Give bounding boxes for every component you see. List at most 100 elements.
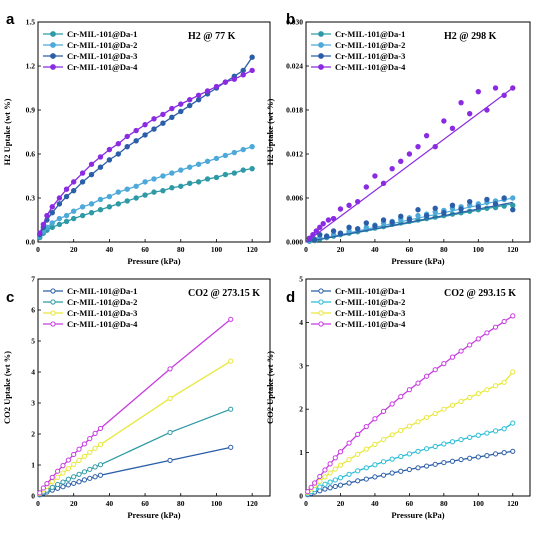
data-point xyxy=(492,428,499,434)
legend: Cr-MIL-101@Da-1Cr-MIL-101@Da-2Cr-MIL-101… xyxy=(311,286,406,329)
data-point xyxy=(458,99,464,106)
legend: Cr-MIL-101@Da-1Cr-MIL-101@Da-2Cr-MIL-101… xyxy=(311,29,406,72)
series-1 xyxy=(305,448,516,498)
x-tick-label: 100 xyxy=(211,499,223,508)
data-point xyxy=(79,170,86,176)
y-tick-label: 6 xyxy=(31,306,35,315)
data-point xyxy=(441,459,447,466)
data-point xyxy=(415,207,421,213)
data-point xyxy=(406,423,412,429)
data-point xyxy=(415,143,421,150)
data-point xyxy=(160,111,166,118)
data-point xyxy=(313,228,320,234)
x-axis-title: Pressure (kPa) xyxy=(391,256,444,266)
data-point xyxy=(204,158,211,165)
data-point xyxy=(115,189,122,195)
x-tick-label: 40 xyxy=(106,245,114,254)
legend-label: Cr-MIL-101@Da-2 xyxy=(335,297,405,307)
data-point xyxy=(380,459,387,465)
data-point xyxy=(332,483,338,490)
data-point xyxy=(228,444,234,450)
data-point xyxy=(441,441,447,447)
data-point xyxy=(63,186,70,192)
y-tick-label: 5 xyxy=(31,337,35,346)
y-tick-label: 0 xyxy=(299,492,303,501)
data-point xyxy=(346,440,352,446)
y-tick-label: 4 xyxy=(299,318,303,327)
data-point xyxy=(151,189,157,195)
x-tick-label: 80 xyxy=(177,499,185,508)
data-point xyxy=(186,164,193,170)
data-point xyxy=(432,367,438,373)
data-point xyxy=(332,477,338,483)
fit-line xyxy=(305,201,513,243)
y-tick-label: 0.0 xyxy=(26,238,36,247)
series-line xyxy=(39,168,253,239)
legend-marker xyxy=(50,288,56,294)
data-point xyxy=(501,450,507,456)
data-point xyxy=(346,202,352,209)
legend-label: Cr-MIL-101@Da-1 xyxy=(335,286,405,296)
data-point xyxy=(65,482,71,488)
legend-label: Cr-MIL-101@Da-3 xyxy=(335,308,405,318)
data-point xyxy=(213,174,220,181)
x-tick-label: 60 xyxy=(141,499,149,508)
data-point xyxy=(92,430,98,436)
data-point xyxy=(415,419,421,425)
data-point xyxy=(222,152,229,159)
data-point xyxy=(92,464,98,470)
data-point xyxy=(106,193,113,200)
data-point xyxy=(204,88,211,94)
legend-label: Cr-MIL-101@Da-2 xyxy=(67,40,137,50)
data-point xyxy=(346,480,352,486)
series-1 xyxy=(37,444,234,498)
data-point xyxy=(60,484,66,490)
fit-line xyxy=(305,87,514,243)
panel-b: b 0 20 40 60 80 100 120 0.000 0.006 0.012 0.018 0.02… xyxy=(265,11,531,266)
data-point xyxy=(169,105,175,112)
data-point xyxy=(76,446,82,452)
data-point xyxy=(372,474,378,480)
data-point xyxy=(337,230,344,236)
x-tick-label: 20 xyxy=(337,245,345,254)
plot-frame xyxy=(37,21,271,243)
legend-marker xyxy=(50,64,56,70)
data-point xyxy=(124,198,130,204)
data-point xyxy=(79,212,86,219)
data-point xyxy=(398,394,404,400)
data-point xyxy=(363,476,369,482)
data-point xyxy=(186,102,193,109)
data-point xyxy=(372,441,378,447)
data-point xyxy=(432,143,438,150)
data-point xyxy=(167,429,173,436)
data-point xyxy=(510,195,516,201)
data-point xyxy=(501,426,507,432)
data-point xyxy=(228,358,234,364)
data-point xyxy=(424,414,430,421)
data-point xyxy=(380,180,387,187)
legend-marker xyxy=(318,53,324,59)
data-point xyxy=(56,195,63,201)
data-point xyxy=(81,469,88,475)
x-tick-label: 100 xyxy=(211,245,223,254)
legend-label: Cr-MIL-101@Da-2 xyxy=(335,40,405,50)
panel-d: d 0 20 40 60 80 100 120 0 1 2 3 4 5 Pressure (kPa) CO2 … xyxy=(265,275,531,520)
data-point xyxy=(178,101,184,107)
data-point xyxy=(492,85,499,91)
legend-label: Cr-MIL-101@Da-1 xyxy=(67,286,137,296)
data-point xyxy=(167,366,173,372)
data-point xyxy=(87,466,93,472)
data-point xyxy=(320,220,326,227)
data-point xyxy=(327,461,333,467)
panel-letter: b xyxy=(286,11,295,28)
data-point xyxy=(231,76,238,82)
data-point xyxy=(310,231,316,238)
data-point xyxy=(432,205,438,211)
x-tick-label: 120 xyxy=(507,245,519,254)
data-point xyxy=(249,165,255,172)
series-1 xyxy=(37,165,255,241)
data-point xyxy=(49,224,55,231)
data-point xyxy=(355,478,361,484)
data-point xyxy=(115,141,122,147)
data-point xyxy=(49,220,55,226)
